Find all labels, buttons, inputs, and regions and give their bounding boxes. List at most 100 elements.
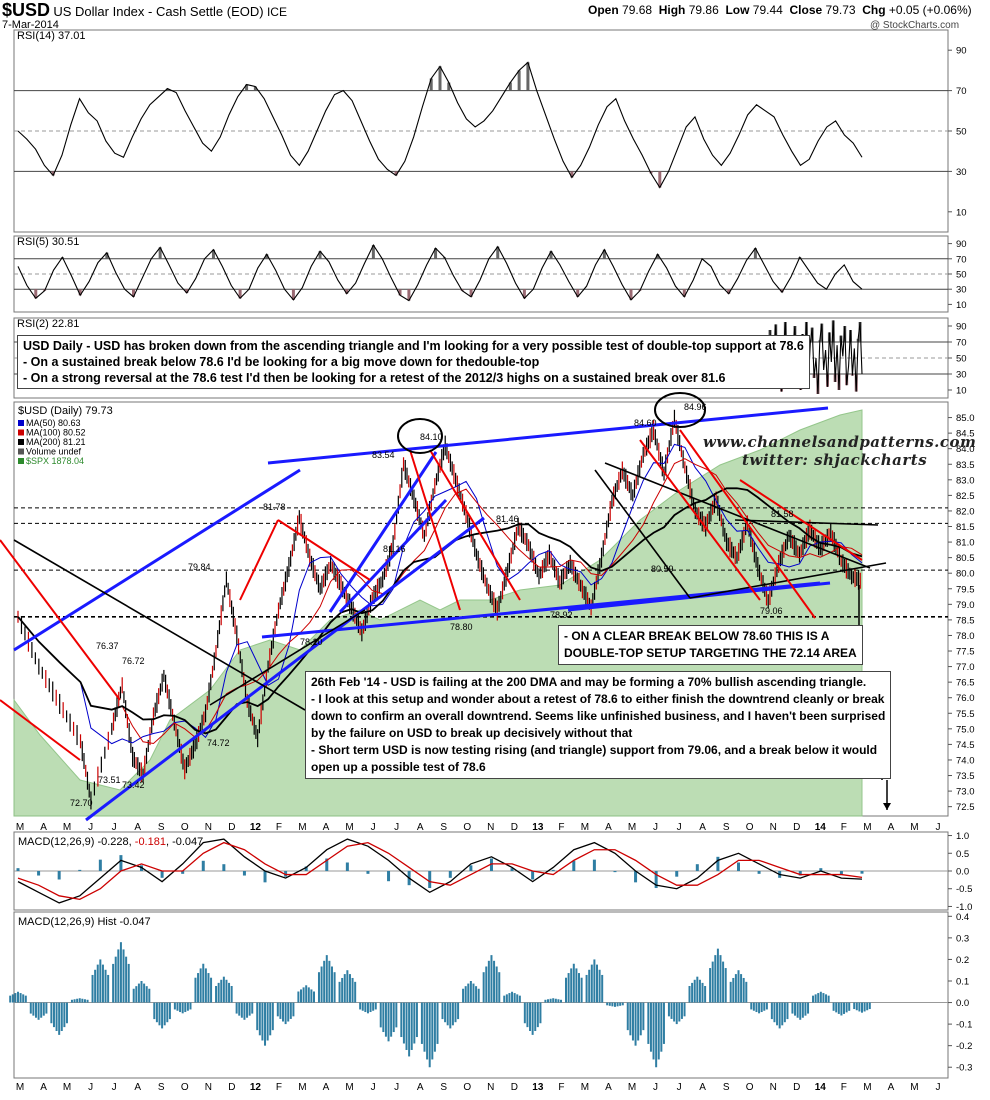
open-value: 79.68 [622, 3, 653, 17]
bottom-xtick-label: J [371, 1082, 376, 1093]
bottom-xtick-label: M [863, 1082, 871, 1093]
chart-date: 7-Mar-2014 [2, 19, 59, 31]
exchange: ICE [266, 5, 287, 19]
price-xtick-label: A [134, 822, 141, 833]
price-xtick-label: A [888, 822, 895, 833]
price-ytick-label: 72.5 [956, 802, 975, 813]
price-legend-entry: MA(50) 80.63 [26, 418, 81, 428]
ma200-line [17, 487, 863, 735]
price-xtick-label: A [323, 822, 330, 833]
blue-trendline [328, 451, 438, 613]
price-label: 81.16 [383, 544, 406, 554]
price-xtick-label: D [511, 822, 518, 833]
price-title: $USD (Daily) 79.73 [18, 405, 113, 417]
price-ytick-label: 78.5 [956, 615, 975, 626]
rsi2-ytick-label: 70 [956, 338, 967, 349]
price-xtick-label: A [605, 822, 612, 833]
price-label: 78.80 [450, 622, 473, 632]
red-trendline [277, 519, 371, 581]
price-legend-entry: MA(200) 81.21 [26, 437, 86, 447]
price-xtick-label: J [112, 822, 117, 833]
bottom-xtick-label: M [16, 1082, 24, 1093]
price-legend-swatch [18, 439, 24, 445]
macd-macd-line [17, 838, 863, 904]
blue-trendline [338, 498, 448, 614]
bottom-xtick-label: N [770, 1082, 777, 1093]
price-xtick-label: J [371, 822, 376, 833]
black-trendline [594, 469, 691, 599]
red-trendline [739, 479, 863, 561]
price-xtick-label: M [863, 822, 871, 833]
bottom-xtick-label: 14 [815, 1082, 827, 1093]
bottom-xtick-label: J [936, 1082, 941, 1093]
price-xtick-label: F [841, 822, 847, 833]
annotation-feb-line: 26th Feb '14 - USD is failing at the 200… [311, 675, 867, 689]
blue-trendline [85, 516, 485, 822]
blue-trendline [267, 406, 829, 465]
price-xtick-label: S [723, 822, 730, 833]
price-xtick-label: J [677, 822, 682, 833]
bottom-xtick-label: M [628, 1082, 636, 1093]
rsi2-legend: RSI(2) 22.81 [17, 318, 79, 330]
price-ytick-label: 80.5 [956, 553, 975, 564]
price-xtick-label: J [394, 822, 399, 833]
price-ytick-label: 84.0 [956, 444, 975, 455]
rsi14-ytick-label: 90 [956, 46, 967, 57]
price-xtick-label: N [205, 822, 212, 833]
bottom-xtick-label: M [581, 1082, 589, 1093]
price-xtick-label: O [181, 822, 189, 833]
bottom-xtick-label: N [205, 1082, 212, 1093]
price-xtick-label: F [558, 822, 564, 833]
price-label: 78.92 [550, 610, 573, 620]
bottom-xtick-label: J [112, 1082, 117, 1093]
price-xtick-label: S [158, 822, 165, 833]
red-trendline [239, 519, 279, 601]
bottom-xtick-label: F [841, 1082, 847, 1093]
bottom-xtick-label: J [88, 1082, 93, 1093]
price-ytick-label: 77.0 [956, 662, 975, 673]
price-xtick-label: M [345, 822, 353, 833]
red-trendline [639, 439, 761, 601]
copyright: @ StockCharts.com [870, 20, 960, 31]
price-ytick-label: 74.5 [956, 740, 975, 751]
price-xtick-label: N [487, 822, 494, 833]
annotation-top-line: - On a strong reversal at the 78.6 test … [23, 371, 726, 385]
price-label: 79.84 [188, 562, 211, 572]
bottom-xtick-label: D [511, 1082, 518, 1093]
price-label: 72.70 [70, 798, 93, 808]
price-xtick-label: A [40, 822, 47, 833]
watermark-site: www.channelsandpatterns.com [703, 433, 977, 451]
hist-ytick-label: 0.3 [956, 933, 969, 944]
annotation-feb-line: down to confirm an overall downtrend. Se… [311, 709, 886, 723]
chart-header: $USD US Dollar Index - Cash Settle (EOD)… [2, 0, 287, 21]
price-ytick-label: 76.0 [956, 693, 975, 704]
hist-frame [13, 911, 949, 1079]
bottom-xtick-label: S [723, 1082, 730, 1093]
price-ytick-label: 85.0 [956, 413, 975, 424]
price-legend-swatch [18, 448, 24, 455]
red-trendline [409, 449, 461, 611]
price-ytick-label: 74.0 [956, 755, 975, 766]
price-label: 79.06 [760, 606, 783, 616]
annotation-top: USD Daily - USD has broken down from the… [17, 335, 810, 389]
price-xtick-label: A [417, 822, 424, 833]
price-xtick-label: M [910, 822, 918, 833]
price-xtick-label: N [770, 822, 777, 833]
price-ytick-label: 77.5 [956, 647, 975, 658]
macd-legend-part: MACD(12,26,9) -0.228, [18, 836, 135, 848]
bottom-xtick-label: F [276, 1082, 282, 1093]
macd-legend: MACD(12,26,9) -0.228, -0.181, -0.047 [18, 836, 203, 848]
hist-ytick-label: -0.3 [956, 1063, 972, 1074]
bottom-xtick-label: D [228, 1082, 235, 1093]
price-label: 84.10 [420, 432, 443, 442]
price-label: 73.42 [122, 780, 145, 790]
price-xtick-label: J [653, 822, 658, 833]
annotation-feb-line: open up a possible test of 78.6 [311, 760, 486, 774]
price-xtick-label: O [746, 822, 754, 833]
price-ytick-label: 80.0 [956, 569, 975, 580]
price-legend-swatch [18, 429, 24, 436]
macd-ytick-label: 0.0 [956, 867, 969, 878]
low-value: 79.44 [752, 3, 783, 17]
